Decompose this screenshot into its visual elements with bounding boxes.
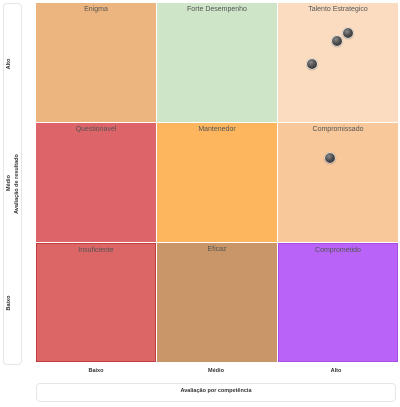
x-tick-baixo: Baixo (88, 368, 104, 374)
x-axis-panel: Avaliação por competência (36, 383, 396, 402)
grid-cell-label: Talento Estrategico (308, 6, 368, 13)
employee-avatar-point[interactable] (306, 58, 318, 70)
employee-avatar-point[interactable] (324, 152, 336, 164)
y-axis-title: Avaliação de resultado (14, 154, 20, 214)
grid-cell-forte-desempenho[interactable]: Forte Desempenho (157, 3, 277, 122)
y-tick-baixo: Baixo (6, 295, 12, 311)
grid-cell-label: Enigma (84, 6, 108, 13)
y-tick-alto: Alto (6, 58, 12, 70)
y-tick-medio: Médio (6, 175, 12, 191)
grid-cell-comprometido[interactable]: Comprometido (278, 243, 398, 362)
nine-box-grid: Enigma Forte Desempenho Talento Estrategic… (36, 3, 398, 363)
grid-cell-enigma[interactable]: Enigma (36, 3, 156, 122)
x-tick-alto: Alto (330, 368, 342, 374)
employee-avatar-point[interactable] (331, 35, 343, 47)
grid-cell-label: Mantenedor (198, 126, 236, 133)
grid-cell-label: Insuficiente (78, 247, 114, 254)
x-tick-medio: Médio (208, 368, 224, 374)
grid-cell-questionavel[interactable]: Questionavel (36, 123, 156, 242)
grid-cell-talento-estrategico[interactable]: Talento Estrategico (278, 3, 398, 122)
grid-cell-label: Comprometido (315, 247, 361, 254)
grid-cell-eficaz[interactable]: Eficaz (157, 243, 277, 362)
grid-cell-label: Questionavel (75, 126, 117, 133)
grid-cell-label: Forte Desempenho (187, 6, 247, 13)
y-axis-panel: Avaliação de resultado (3, 3, 22, 365)
grid-cell-mantenedor[interactable]: Mantenedor (157, 123, 277, 242)
employee-avatar-point[interactable] (342, 27, 354, 39)
grid-cell-label: Compromissado (312, 126, 364, 133)
grid-cell-insuficiente[interactable]: Insuficiente (36, 243, 156, 362)
grid-cell-label: Eficaz (207, 246, 227, 253)
x-axis-title: Avaliação por competência (180, 388, 252, 394)
grid-cell-compromissado[interactable]: Compromissado (278, 123, 398, 242)
